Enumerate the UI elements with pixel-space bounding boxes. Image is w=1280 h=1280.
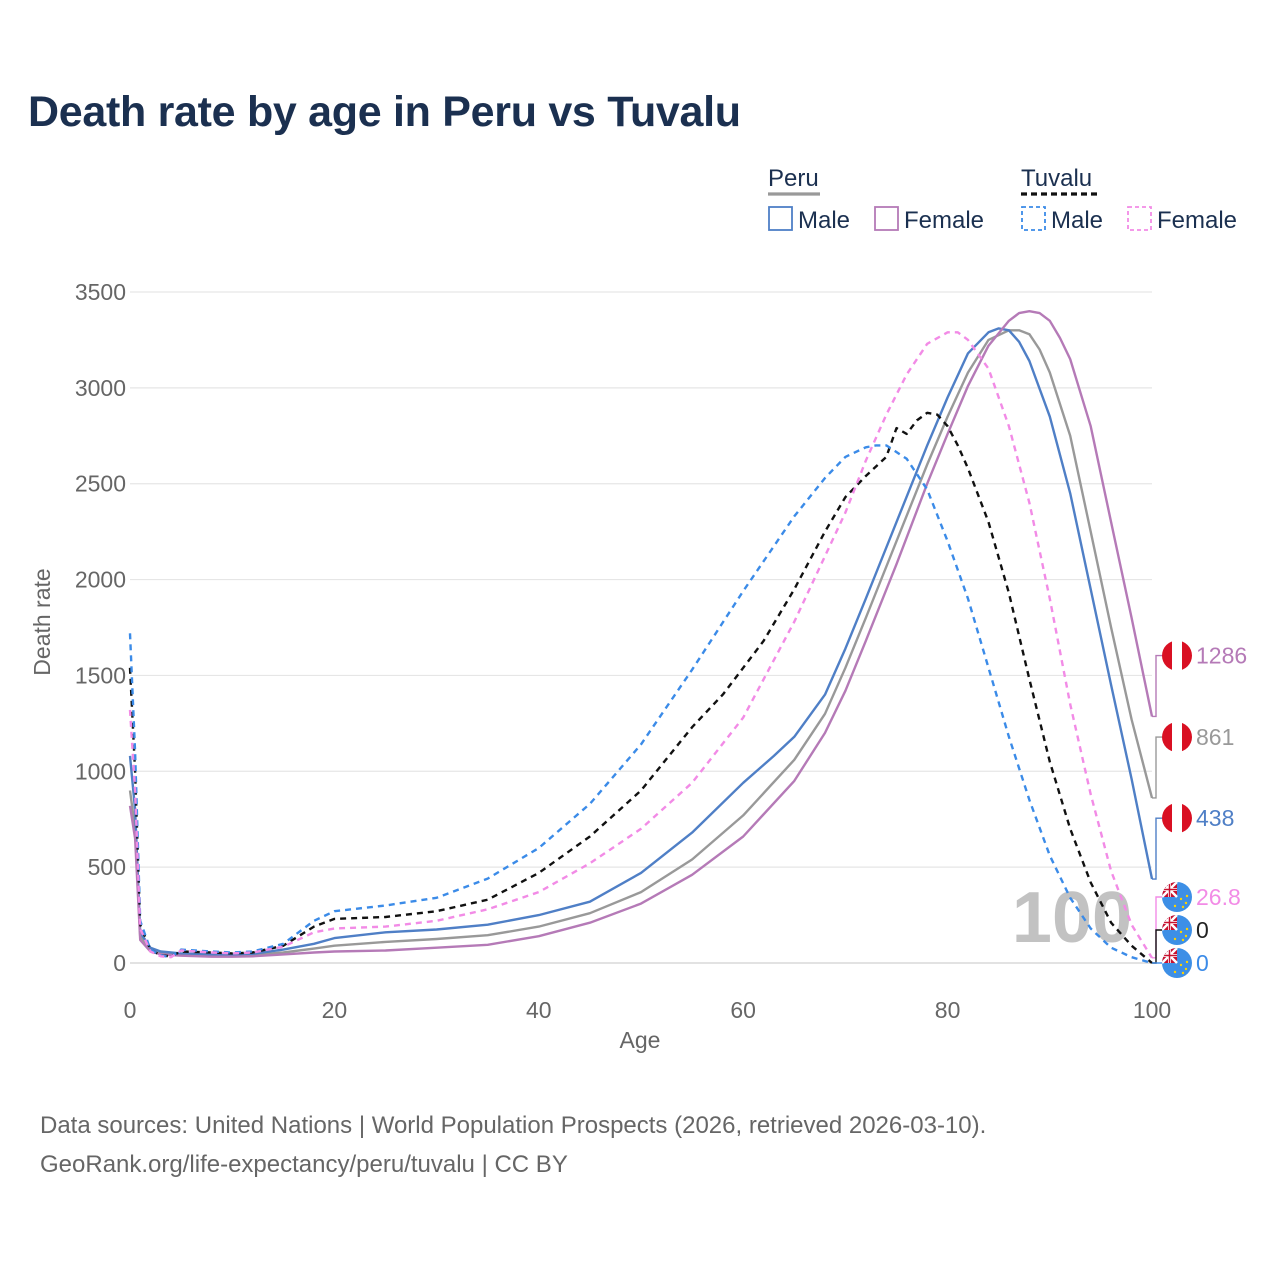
end-label-value: 861	[1196, 724, 1234, 750]
peru-flag-icon	[1162, 640, 1192, 671]
tuvalu-flag-icon	[1162, 915, 1192, 945]
page-title: Death rate by age in Peru vs Tuvalu	[28, 88, 741, 136]
end-label-peru-female: 1286	[1152, 640, 1247, 718]
legend-swatch	[874, 206, 899, 231]
series-line-peru-female	[128, 310, 1154, 958]
x-tick-label: 100	[1133, 997, 1171, 1023]
legend-group-title: Peru	[768, 165, 819, 192]
legend-label: Male	[798, 207, 850, 234]
tuvalu-flag-icon	[1162, 948, 1192, 978]
end-label-tuvalu-male: 0	[1152, 948, 1209, 978]
y-tick-label: 2500	[75, 471, 126, 497]
y-axis-label: Death rate	[29, 568, 55, 675]
legend-label: Female	[1157, 207, 1237, 234]
legend-swatch	[1021, 206, 1046, 231]
end-labels: 1286 861 438 26.8 0 0	[1152, 640, 1247, 978]
end-label-value: 0	[1196, 950, 1209, 976]
legend[interactable]: Peru Male Female Tuvalu Male Female	[768, 165, 1237, 234]
y-tick-label: 500	[88, 854, 126, 880]
legend-group-tuvalu[interactable]: Tuvalu Male Female	[1021, 165, 1237, 234]
x-tick-label: 80	[935, 997, 961, 1023]
legend-group-title: Tuvalu	[1021, 165, 1092, 192]
y-tick-label: 1500	[75, 662, 126, 688]
series-line-peru-male	[128, 327, 1154, 956]
x-tick-label: 40	[526, 997, 552, 1023]
end-label-value: 1286	[1196, 643, 1247, 669]
legend-swatch	[768, 206, 793, 231]
y-axis: 0 500 1000 1500 2000 2500 3000 3500	[75, 279, 126, 976]
end-label-value: 26.8	[1196, 884, 1241, 910]
series-lines	[128, 310, 1154, 965]
end-label-peru-total: 861	[1152, 722, 1234, 799]
x-tick-label: 60	[730, 997, 756, 1023]
y-tick-label: 3000	[75, 375, 126, 401]
footer: Data sources: United Nations | World Pop…	[40, 1106, 986, 1184]
y-tick-label: 3500	[75, 279, 126, 305]
y-tick-label: 2000	[75, 567, 126, 593]
y-tick-label: 1000	[75, 758, 126, 784]
legend-item-tuvalu-male[interactable]: Male	[1021, 206, 1103, 234]
tuvalu-flag-icon	[1162, 882, 1192, 912]
x-tick-label: 0	[124, 997, 137, 1023]
peru-flag-icon	[1162, 722, 1192, 753]
legend-swatch	[1127, 206, 1152, 231]
x-axis: 0 20 40 60 80 100	[124, 997, 1172, 1023]
legend-group-peru[interactable]: Peru Male Female	[768, 165, 984, 234]
end-label-value: 438	[1196, 805, 1234, 831]
x-axis-label: Age	[620, 1027, 661, 1053]
legend-item-tuvalu-female[interactable]: Female	[1127, 206, 1237, 234]
legend-label: Female	[904, 207, 984, 234]
series-line-tuvalu-male	[128, 444, 1153, 965]
legend-item-peru-male[interactable]: Male	[768, 206, 850, 234]
grid-lines	[130, 291, 1152, 964]
source-text: Data sources: United Nations | World Pop…	[40, 1112, 987, 1139]
legend-item-peru-female[interactable]: Female	[874, 206, 984, 234]
x-tick-label: 20	[322, 997, 348, 1023]
y-tick-label: 0	[113, 950, 126, 976]
end-label-tuvalu-female: 26.8	[1152, 882, 1241, 959]
watermark-age: 100	[1012, 878, 1132, 958]
legend-label: Male	[1051, 207, 1103, 234]
attribution-link[interactable]: GeoRank.org/life-expectancy/peru/tuvalu …	[40, 1151, 568, 1178]
end-label-peru-male: 438	[1152, 803, 1234, 880]
series-line-tuvalu-female	[128, 331, 1154, 959]
peru-flag-icon	[1162, 803, 1192, 834]
series-line-tuvalu-total	[128, 411, 1153, 964]
end-label-value: 0	[1196, 917, 1209, 943]
series-line-peru-total	[128, 329, 1154, 957]
